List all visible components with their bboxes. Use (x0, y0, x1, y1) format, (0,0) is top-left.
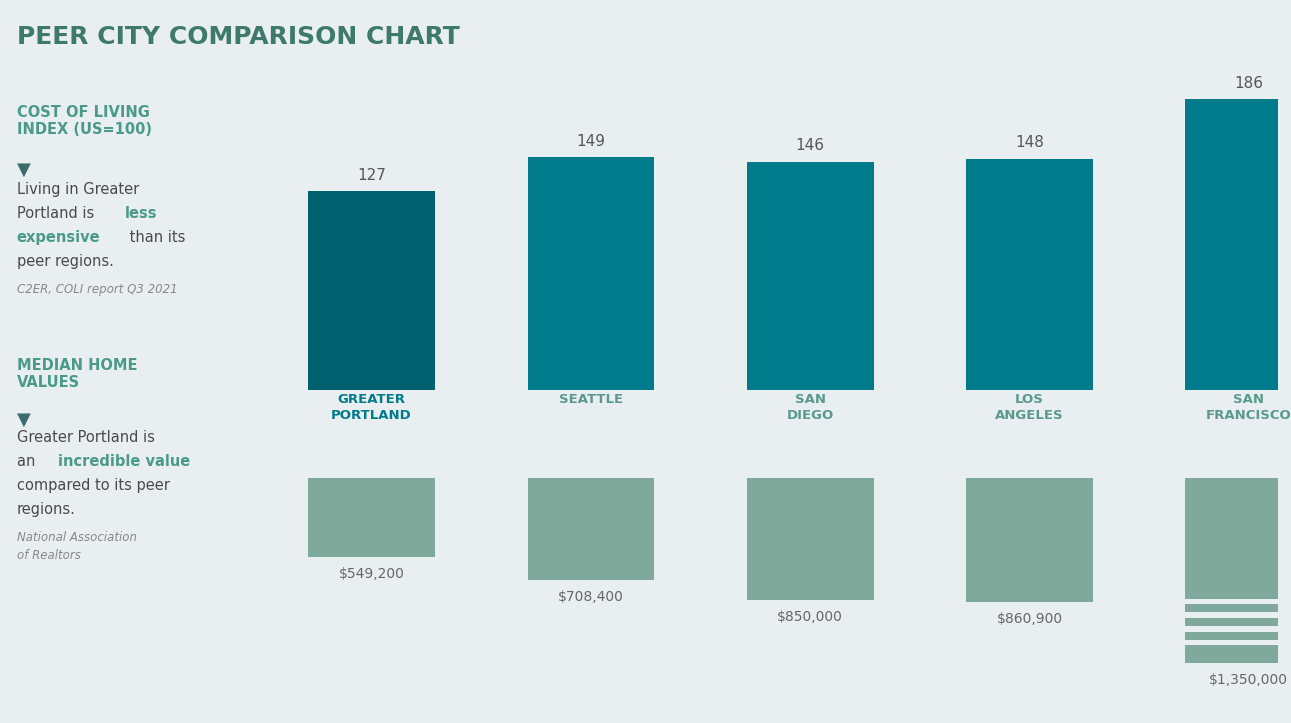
Text: $708,400: $708,400 (558, 590, 624, 604)
Text: National Association: National Association (17, 531, 137, 544)
Text: of Realtors: of Realtors (17, 549, 80, 562)
Text: less: less (125, 206, 158, 221)
FancyBboxPatch shape (1185, 646, 1291, 663)
Text: compared to its peer: compared to its peer (17, 478, 169, 493)
FancyBboxPatch shape (528, 477, 655, 580)
Text: MEDIAN HOME
VALUES: MEDIAN HOME VALUES (17, 358, 137, 390)
Text: Portland is: Portland is (17, 206, 98, 221)
Text: GREATER
PORTLAND: GREATER PORTLAND (332, 393, 412, 422)
Text: ▼: ▼ (17, 411, 31, 429)
Text: 186: 186 (1234, 76, 1264, 91)
Text: 148: 148 (1015, 135, 1044, 150)
Text: C2ER, COLI report Q3 2021: C2ER, COLI report Q3 2021 (17, 283, 177, 296)
Text: SEATTLE: SEATTLE (559, 393, 624, 406)
Text: 149: 149 (576, 134, 605, 148)
Text: an: an (17, 454, 40, 469)
Text: $850,000: $850,000 (777, 610, 843, 624)
Text: SAN
FRANCISCO: SAN FRANCISCO (1206, 393, 1291, 422)
FancyBboxPatch shape (1185, 632, 1291, 640)
Text: $549,200: $549,200 (338, 567, 404, 581)
Text: expensive: expensive (17, 230, 101, 245)
Text: PEER CITY COMPARISON CHART: PEER CITY COMPARISON CHART (17, 25, 460, 49)
Text: incredible value: incredible value (58, 454, 190, 469)
FancyBboxPatch shape (966, 477, 1093, 602)
FancyBboxPatch shape (1185, 477, 1291, 599)
Text: $1,350,000: $1,350,000 (1210, 672, 1288, 687)
Text: regions.: regions. (17, 502, 76, 517)
FancyBboxPatch shape (747, 162, 874, 390)
Text: SAN
DIEGO: SAN DIEGO (786, 393, 834, 422)
Text: LOS
ANGELES: LOS ANGELES (995, 393, 1064, 422)
Text: Greater Portland is: Greater Portland is (17, 430, 155, 445)
FancyBboxPatch shape (966, 158, 1093, 390)
Text: Living in Greater: Living in Greater (17, 182, 139, 197)
FancyBboxPatch shape (747, 477, 874, 600)
FancyBboxPatch shape (528, 157, 655, 390)
FancyBboxPatch shape (309, 192, 435, 390)
Text: ▼: ▼ (17, 161, 31, 179)
Text: COST OF LIVING
INDEX (US=100): COST OF LIVING INDEX (US=100) (17, 105, 152, 137)
Text: $860,900: $860,900 (997, 612, 1062, 626)
Text: 127: 127 (358, 168, 386, 183)
FancyBboxPatch shape (1185, 99, 1291, 390)
FancyBboxPatch shape (309, 477, 435, 557)
Text: peer regions.: peer regions. (17, 254, 114, 269)
Text: 146: 146 (795, 138, 825, 153)
FancyBboxPatch shape (1185, 618, 1291, 626)
Text: than its: than its (125, 230, 186, 245)
FancyBboxPatch shape (1185, 604, 1291, 612)
